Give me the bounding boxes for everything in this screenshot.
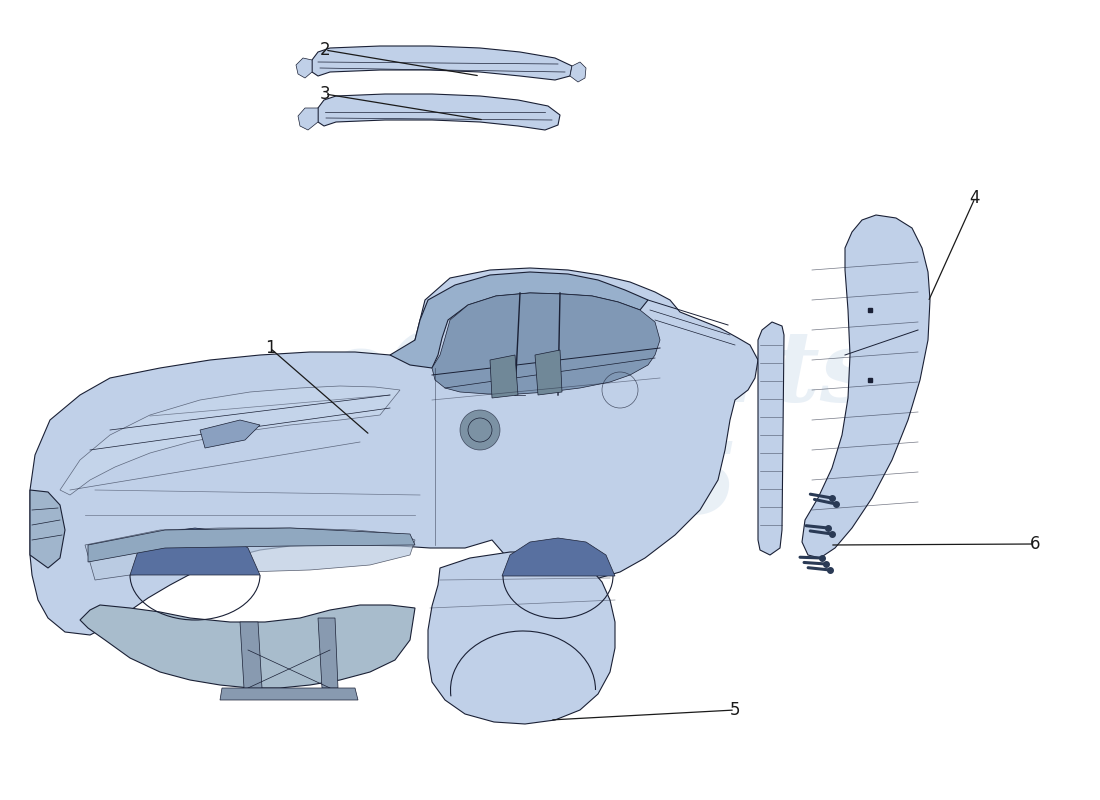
Text: eCarParts
1955: eCarParts 1955 [323,326,877,534]
Polygon shape [758,322,784,555]
Polygon shape [802,215,930,558]
Polygon shape [30,268,758,635]
Text: 4: 4 [970,189,980,207]
Polygon shape [318,618,338,688]
Polygon shape [80,605,415,688]
Polygon shape [535,350,562,395]
Text: 3: 3 [320,85,330,103]
Polygon shape [60,386,400,495]
Circle shape [460,410,500,450]
Polygon shape [240,622,262,688]
Polygon shape [570,62,586,82]
Polygon shape [318,94,560,130]
Polygon shape [502,538,615,576]
Polygon shape [130,528,260,575]
Polygon shape [432,293,660,394]
Polygon shape [200,420,260,448]
Polygon shape [312,46,572,80]
Polygon shape [85,528,415,580]
Text: 1: 1 [265,339,275,357]
Text: 2: 2 [320,41,330,59]
Polygon shape [428,552,615,724]
Polygon shape [296,58,312,78]
Text: 6: 6 [1030,535,1041,553]
Polygon shape [220,688,358,700]
Polygon shape [390,272,648,368]
Polygon shape [298,108,318,130]
Text: 5: 5 [729,701,740,719]
Polygon shape [490,355,518,398]
Polygon shape [30,490,65,568]
Polygon shape [88,528,415,562]
